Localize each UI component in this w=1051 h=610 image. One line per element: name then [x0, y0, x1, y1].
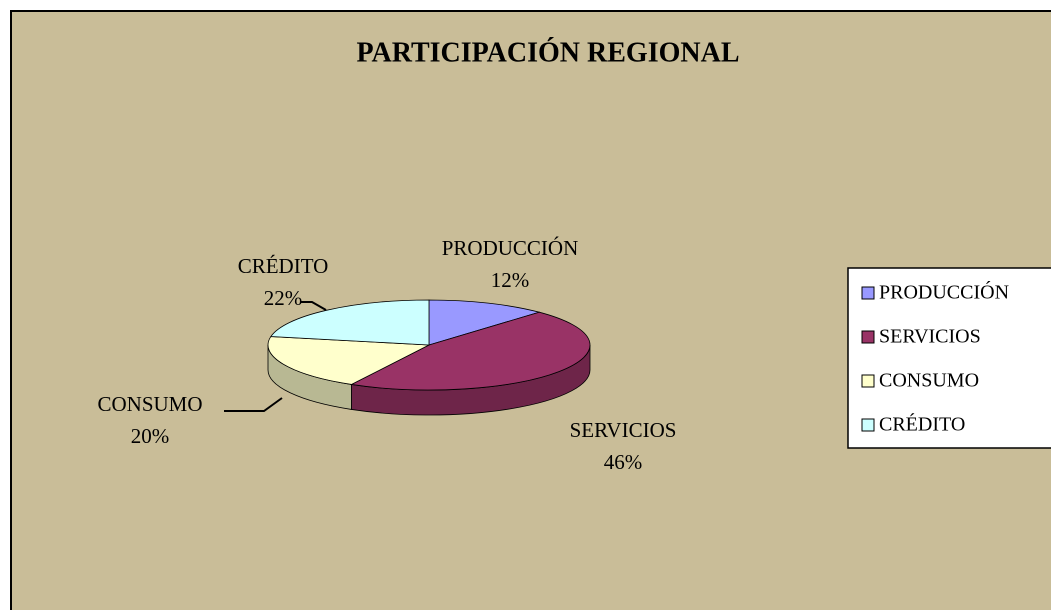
data-label-name: SERVICIOS	[570, 418, 677, 442]
data-label-value: 22%	[264, 286, 303, 310]
data-label-value: 12%	[491, 268, 530, 292]
legend-swatch	[861, 374, 875, 388]
legend-swatch	[861, 286, 875, 300]
chart-title: PARTICIPACIÓN REGIONAL	[356, 37, 739, 68]
slice	[267, 336, 431, 385]
legend-label: SERVICIOS	[879, 326, 981, 348]
slice	[270, 299, 430, 346]
data-label-name: PRODUCCIÓN	[442, 236, 579, 260]
leader-line	[224, 397, 283, 412]
data-label-name: CRÉDITO	[238, 254, 329, 278]
leader-line	[300, 301, 327, 311]
legend-label: CONSUMO	[879, 370, 979, 392]
legend	[847, 267, 1051, 449]
slice	[428, 299, 541, 346]
data-label-name: CONSUMO	[97, 392, 202, 416]
legend-label: CRÉDITO	[879, 413, 965, 436]
legend-swatch	[861, 330, 875, 344]
data-label-value: 46%	[604, 450, 643, 474]
slice	[350, 311, 591, 391]
legend-swatch	[861, 418, 875, 432]
data-label-value: 20%	[131, 424, 170, 448]
legend-label: PRODUCCIÓN	[879, 280, 1009, 304]
